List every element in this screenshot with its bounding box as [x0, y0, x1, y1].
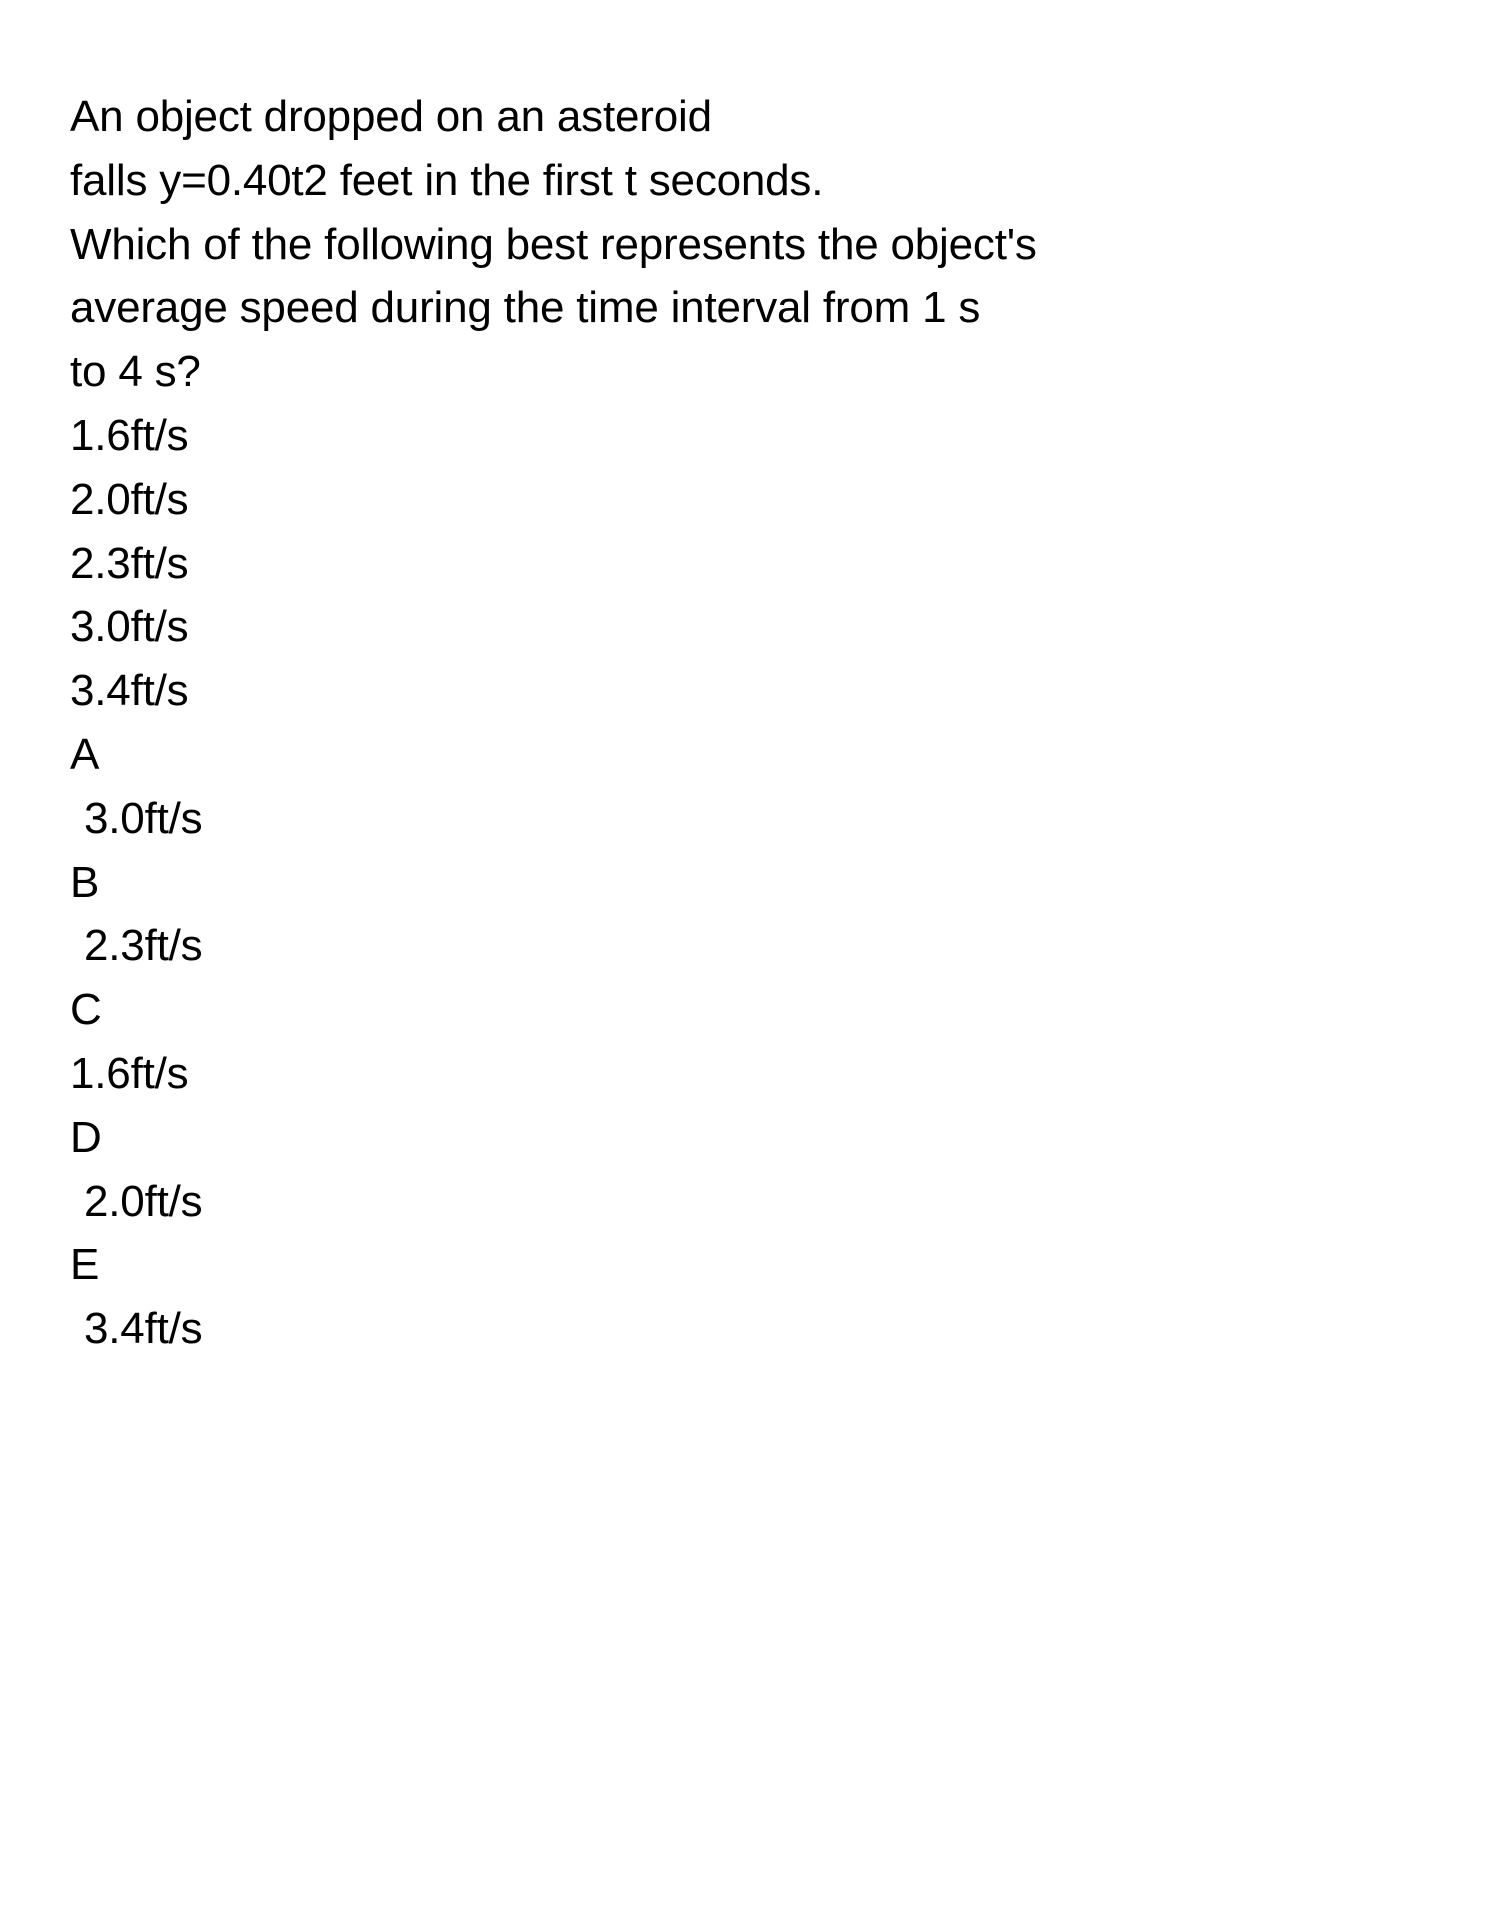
question-line-3: Which of the following best represents t…: [70, 213, 1430, 277]
labeled-option-a: A 3.0ft/s: [70, 723, 1430, 851]
question-line-4: average speed during the time interval f…: [70, 276, 1430, 340]
option-letter: B: [70, 851, 1430, 915]
plain-option: 3.4ft/s: [70, 659, 1430, 723]
plain-option: 2.0ft/s: [70, 468, 1430, 532]
plain-option: 2.3ft/s: [70, 532, 1430, 596]
labeled-option-b: B 2.3ft/s: [70, 851, 1430, 979]
option-value: 1.6ft/s: [70, 1042, 1430, 1106]
option-letter: E: [70, 1233, 1430, 1297]
question-line-5: to 4 s?: [70, 340, 1430, 404]
option-letter: D: [70, 1106, 1430, 1170]
option-value: 3.0ft/s: [70, 787, 1430, 851]
option-letter: C: [70, 978, 1430, 1042]
plain-options-list: 1.6ft/s 2.0ft/s 2.3ft/s 3.0ft/s 3.4ft/s: [70, 404, 1430, 723]
question-line-1: An object dropped on an asteroid: [70, 85, 1430, 149]
option-value: 2.3ft/s: [70, 914, 1430, 978]
plain-option: 3.0ft/s: [70, 595, 1430, 659]
labeled-options-list: A 3.0ft/s B 2.3ft/s C 1.6ft/s D 2.0ft/s …: [70, 723, 1430, 1361]
option-value: 3.4ft/s: [70, 1297, 1430, 1361]
labeled-option-d: D 2.0ft/s: [70, 1106, 1430, 1234]
labeled-option-e: E 3.4ft/s: [70, 1233, 1430, 1361]
option-value: 2.0ft/s: [70, 1170, 1430, 1234]
question-block: An object dropped on an asteroid falls y…: [70, 85, 1430, 404]
option-letter: A: [70, 723, 1430, 787]
question-line-2: falls y=0.40t2 feet in the first t secon…: [70, 149, 1430, 213]
plain-option: 1.6ft/s: [70, 404, 1430, 468]
labeled-option-c: C 1.6ft/s: [70, 978, 1430, 1106]
